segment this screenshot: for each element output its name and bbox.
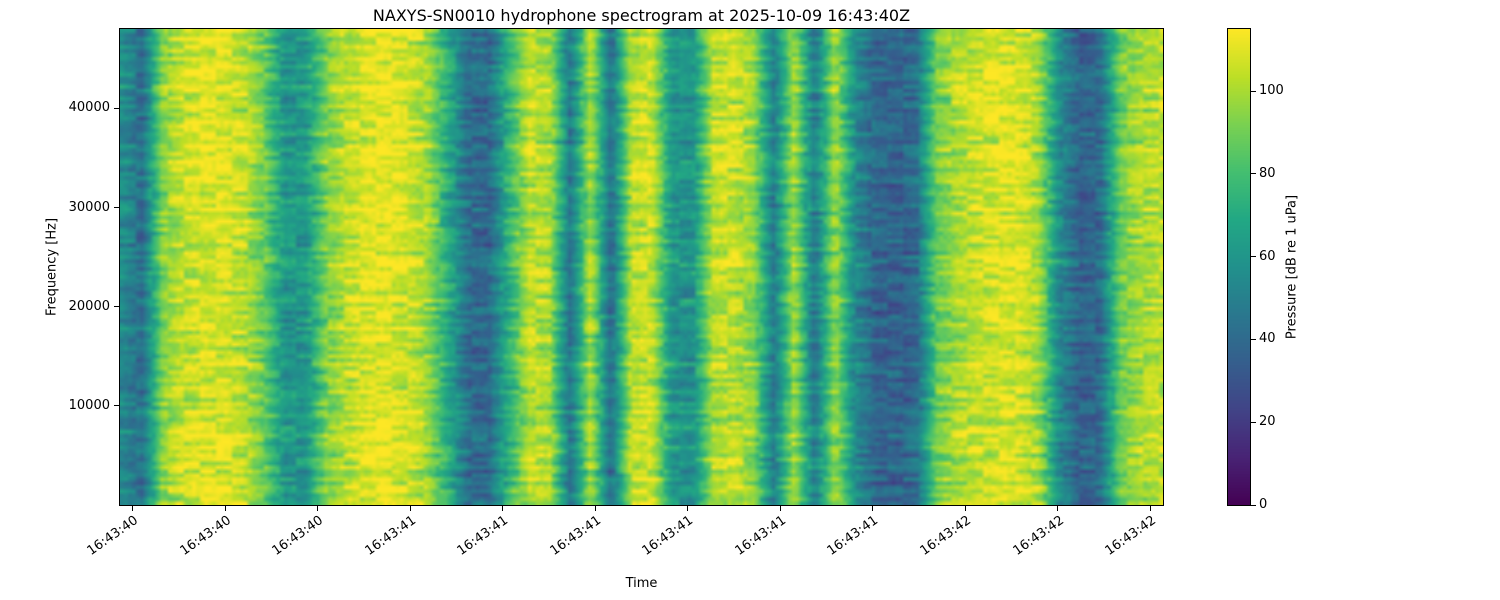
colorbar-tick-label: 20	[1259, 414, 1276, 430]
colorbar-tick-mark	[1251, 504, 1256, 506]
x-tick-label: 16:43:41	[362, 513, 419, 559]
x-tick-label: 16:43:41	[825, 513, 882, 559]
x-tick-mark	[1149, 506, 1151, 511]
y-tick-label: 40000	[68, 100, 110, 116]
x-tick-label: 16:43:41	[547, 513, 604, 559]
x-tick-mark	[964, 506, 966, 511]
colorbar-tick-label: 40	[1259, 331, 1276, 347]
spectrogram-heatmap	[120, 29, 1163, 505]
x-axis-label: Time	[625, 576, 658, 591]
y-tick-mark	[114, 207, 119, 208]
colorbar-tick-mark	[1251, 90, 1256, 92]
x-tick-label: 16:43:41	[732, 513, 789, 559]
colorbar	[1227, 28, 1251, 506]
colorbar-tick-label: 0	[1259, 497, 1268, 512]
colorbar-tick-mark	[1251, 256, 1256, 258]
colorbar-tick-mark	[1251, 338, 1256, 340]
colorbar-tick-mark	[1251, 421, 1256, 423]
x-tick-label: 16:43:42	[1010, 513, 1067, 559]
colorbar-label: Pressure [dB re 1 uPa]	[1284, 194, 1300, 340]
colorbar-gradient	[1228, 29, 1250, 505]
x-tick-label: 16:43:40	[84, 513, 142, 559]
x-tick-label: 16:43:41	[454, 513, 512, 559]
y-tick-label: 10000	[68, 397, 110, 413]
x-tick-label: 16:43:41	[639, 513, 697, 559]
x-tick-mark	[872, 506, 874, 511]
colorbar-tick-label: 60	[1259, 248, 1276, 264]
x-tick-mark	[779, 506, 781, 511]
chart-title: NAXYS-SN0010 hydrophone spectrogram at 2…	[372, 6, 911, 25]
x-tick-mark	[502, 506, 504, 511]
x-tick-mark	[687, 506, 689, 511]
spectrogram-plot-area	[119, 28, 1164, 506]
x-tick-label: 16:43:40	[177, 513, 234, 559]
x-tick-mark	[224, 506, 226, 511]
x-tick-mark	[1057, 506, 1059, 511]
x-tick-label: 16:43:42	[917, 513, 975, 559]
y-tick-label: 20000	[68, 298, 110, 314]
x-tick-mark	[594, 506, 596, 511]
colorbar-tick-mark	[1251, 173, 1256, 175]
y-tick-label: 30000	[68, 199, 110, 215]
x-tick-label: 16:43:40	[269, 513, 327, 559]
x-tick-label: 16:43:42	[1102, 513, 1160, 559]
x-tick-mark	[132, 506, 134, 511]
colorbar-tick-label: 100	[1259, 83, 1284, 99]
colorbar-tick-label: 80	[1259, 165, 1276, 181]
x-tick-mark	[317, 506, 319, 511]
y-tick-mark	[114, 107, 119, 109]
x-tick-mark	[409, 506, 411, 511]
y-tick-mark	[114, 306, 119, 308]
y-tick-mark	[114, 405, 119, 407]
